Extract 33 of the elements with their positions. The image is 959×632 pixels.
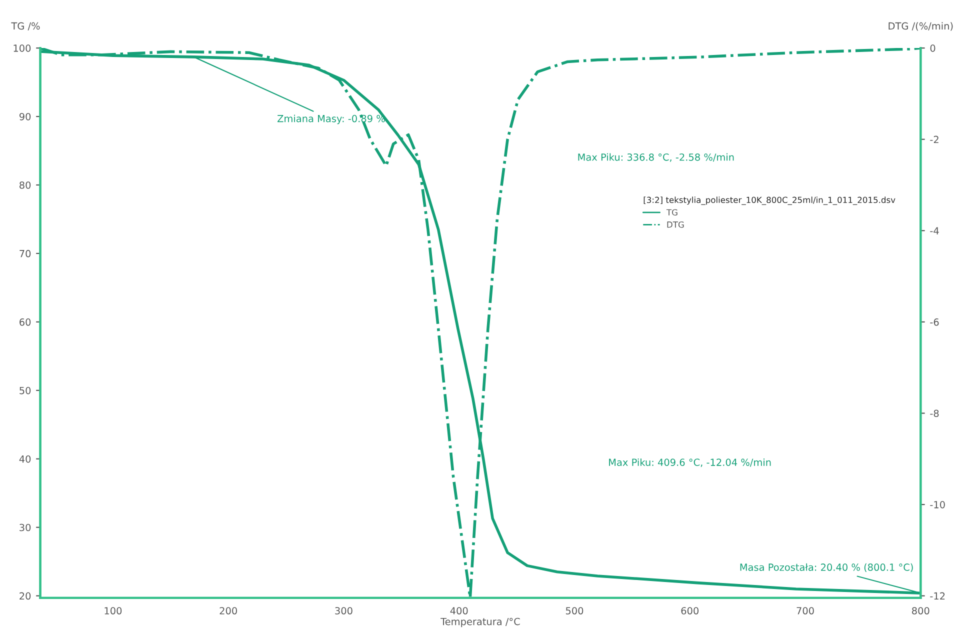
y2-tick-label: -12 [930,592,945,600]
y-tick-label: 90 [19,112,31,120]
y2-tick-label: -10 [930,501,945,508]
x-tick-label: 200 [220,607,237,614]
legend-label: DTG [667,221,684,228]
y2-axis-title: DTG /(%/min) [888,22,953,31]
x-axis-title: Temperatura /°C [440,618,520,628]
y-tick-label: 20 [20,592,31,600]
x-tick-label: 700 [796,607,814,614]
y2-tick-label: 0 [930,44,936,52]
y-axis-title: TG /% [11,22,40,30]
x-tick-label: 800 [912,607,930,614]
annotation: Max Piku: 409.6 °C, -12.04 %/min [609,458,771,467]
annotation: Max Piku: 336.8 °C, -2.58 %/min [578,153,734,162]
y2-tick-label: -4 [930,227,939,234]
y-tick-label: 60 [20,318,31,326]
y-tick-label: 50 [20,386,31,394]
y2-tick-label: -8 [930,410,939,418]
x-tick-label: 300 [335,607,352,614]
y-tick-label: 70 [20,250,31,258]
x-tick-label: 600 [681,607,699,614]
legend-label: TG [666,209,678,216]
annotation: Masa Pozostała: 20.40 % (800.1 °C) [740,563,913,572]
y-tick-label: 30 [20,524,31,532]
y2-tick-label: -6 [930,318,939,326]
x-tick-label: 100 [104,607,122,614]
y-tick-label: 100 [14,44,31,52]
x-tick-label: 500 [566,607,584,614]
y-tick-label: 40 [19,455,31,463]
x-tick-label: 400 [450,607,468,614]
y-tick-label: 80 [20,181,31,189]
legend-title: [3:2] tekstylia_poliester_10K_800C_25ml/in_1_011_2015.dsv [644,196,896,205]
y2-tick-label: -2 [930,136,938,144]
